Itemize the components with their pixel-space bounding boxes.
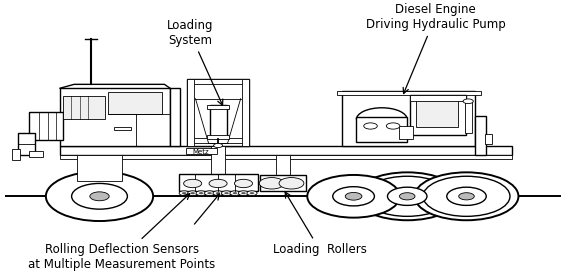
Bar — [187, 79, 249, 146]
Circle shape — [463, 99, 473, 104]
Bar — [357, 117, 407, 142]
Bar — [415, 100, 458, 127]
Circle shape — [46, 172, 153, 221]
Bar — [207, 105, 229, 109]
Bar — [12, 150, 20, 160]
Circle shape — [279, 177, 304, 189]
Bar — [60, 155, 512, 159]
Circle shape — [196, 191, 206, 196]
Circle shape — [90, 192, 109, 201]
Circle shape — [307, 175, 400, 218]
Bar — [260, 175, 306, 191]
Text: Diesel Engine
Driving Hydraulic Pump: Diesel Engine Driving Hydraulic Pump — [366, 3, 505, 93]
Circle shape — [233, 192, 237, 194]
Circle shape — [345, 193, 362, 200]
Bar — [337, 91, 481, 95]
Circle shape — [247, 191, 257, 196]
Circle shape — [213, 143, 222, 148]
Circle shape — [423, 176, 510, 216]
Bar — [170, 88, 180, 146]
Bar — [60, 146, 512, 155]
Circle shape — [387, 123, 400, 129]
Text: Metz: Metz — [193, 149, 209, 155]
Circle shape — [241, 192, 246, 194]
Circle shape — [221, 191, 231, 196]
Circle shape — [238, 191, 248, 196]
Bar — [29, 112, 63, 140]
Circle shape — [207, 192, 212, 194]
Circle shape — [190, 192, 195, 194]
Bar — [77, 155, 122, 181]
Circle shape — [230, 191, 240, 196]
Bar — [342, 91, 475, 146]
Bar — [187, 138, 249, 143]
Circle shape — [414, 172, 518, 220]
Bar — [187, 79, 194, 146]
Circle shape — [187, 191, 198, 196]
Bar — [63, 96, 105, 119]
Bar — [242, 79, 249, 146]
Bar — [410, 95, 466, 135]
Circle shape — [458, 193, 474, 200]
Text: Loading
System: Loading System — [166, 19, 223, 105]
Bar — [186, 148, 217, 154]
Circle shape — [183, 179, 201, 188]
Bar — [108, 92, 162, 114]
Circle shape — [250, 192, 254, 194]
Bar — [18, 133, 35, 155]
Circle shape — [234, 179, 252, 188]
Bar — [178, 174, 258, 191]
Bar — [398, 126, 413, 139]
Text: Loading  Rollers: Loading Rollers — [273, 192, 367, 256]
Bar — [187, 79, 249, 84]
Bar — [209, 105, 226, 139]
Circle shape — [400, 193, 415, 200]
Circle shape — [364, 123, 378, 129]
Bar — [29, 151, 43, 157]
Bar — [485, 134, 492, 144]
Circle shape — [447, 187, 486, 205]
Circle shape — [224, 192, 229, 194]
Bar — [410, 95, 466, 101]
Circle shape — [364, 176, 451, 216]
Circle shape — [182, 192, 186, 194]
Bar — [211, 146, 225, 189]
Bar — [114, 127, 131, 130]
Circle shape — [216, 192, 220, 194]
Circle shape — [199, 192, 203, 194]
Circle shape — [355, 172, 459, 220]
Bar — [60, 88, 170, 146]
Circle shape — [388, 187, 427, 205]
Circle shape — [213, 191, 223, 196]
Text: Rolling Deflection Sensors
at Multiple Measurement Points: Rolling Deflection Sensors at Multiple M… — [28, 194, 216, 271]
Circle shape — [209, 179, 227, 188]
Circle shape — [204, 191, 215, 196]
Circle shape — [259, 177, 284, 189]
Bar — [276, 155, 290, 186]
Circle shape — [72, 183, 127, 209]
Circle shape — [333, 187, 375, 206]
Bar — [207, 135, 229, 139]
Bar — [475, 116, 486, 155]
Bar — [465, 101, 472, 133]
Circle shape — [179, 191, 189, 196]
